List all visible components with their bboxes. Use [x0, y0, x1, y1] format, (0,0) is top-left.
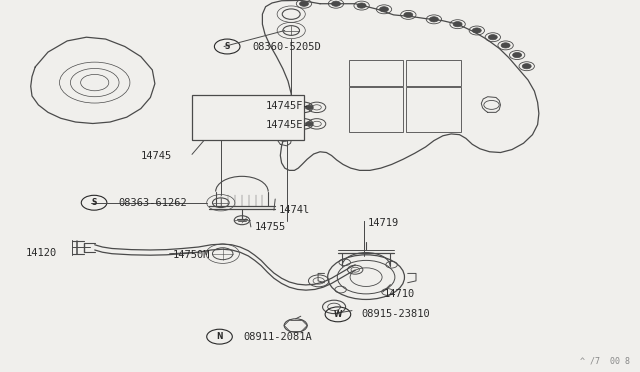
Text: 14745: 14745 [141, 151, 172, 161]
Text: 14755: 14755 [255, 222, 286, 232]
Text: 08915-23810: 08915-23810 [362, 310, 430, 319]
Circle shape [404, 12, 413, 17]
Circle shape [472, 28, 481, 33]
Text: 14745F-: 14745F- [266, 101, 309, 111]
Bar [406, 87, 461, 132]
Circle shape [357, 3, 366, 8]
Text: 1474l: 1474l [278, 205, 310, 215]
Text: 08360-5205D: 08360-5205D [253, 42, 321, 51]
Circle shape [380, 7, 388, 12]
Text: S: S [92, 198, 97, 207]
Circle shape [453, 22, 462, 27]
Circle shape [305, 122, 313, 126]
Circle shape [501, 43, 510, 48]
Text: S: S [225, 42, 230, 51]
Bar [192, 95, 304, 140]
Circle shape [522, 64, 531, 69]
Circle shape [513, 52, 522, 58]
Text: 14710: 14710 [384, 289, 415, 299]
Circle shape [429, 17, 438, 22]
Text: ^ /7  00 8: ^ /7 00 8 [580, 356, 630, 365]
Circle shape [305, 105, 313, 110]
Circle shape [332, 1, 340, 6]
Text: W: W [333, 310, 342, 319]
Text: 08911-2081A: 08911-2081A [243, 332, 312, 341]
Circle shape [488, 35, 497, 40]
Text: 14745E-: 14745E- [266, 120, 309, 129]
Text: 14719: 14719 [368, 218, 399, 228]
Circle shape [300, 1, 308, 6]
Bar [349, 87, 403, 132]
Text: N: N [216, 332, 223, 341]
Bar [349, 60, 403, 86]
Text: 08363-61262: 08363-61262 [118, 198, 187, 208]
Bar [406, 60, 461, 86]
Text: 14120: 14120 [26, 248, 57, 258]
Text: 14750M: 14750M [173, 250, 211, 260]
